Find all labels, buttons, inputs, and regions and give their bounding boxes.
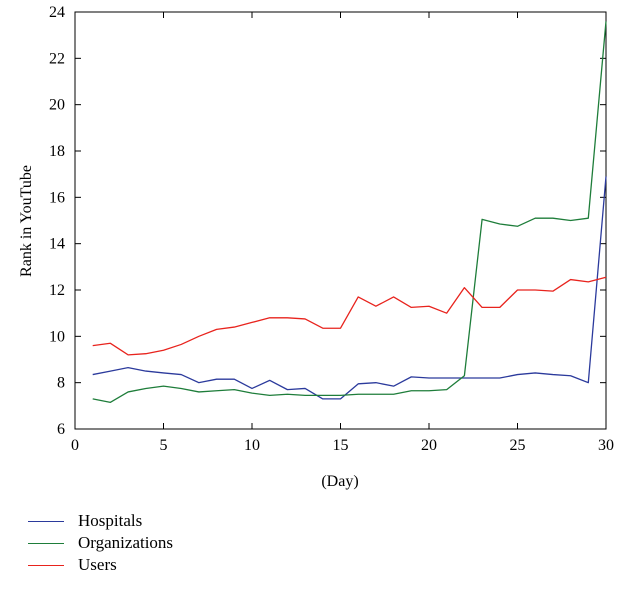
- legend-item-hospitals: Hospitals: [28, 510, 173, 532]
- y-axis-title: Rank in YouTube: [18, 165, 35, 277]
- x-tick-label: 15: [333, 437, 349, 454]
- y-tick-label: 10: [49, 328, 65, 345]
- y-tick-label: 14: [49, 236, 65, 253]
- legend-swatch: [28, 564, 64, 566]
- y-tick-label: 20: [49, 97, 65, 114]
- x-axis-ticks: 0 5 10 15 20 25 30: [71, 12, 614, 454]
- plot-frame: [74, 11, 607, 430]
- y-tick-label: 12: [49, 282, 65, 299]
- x-tick-label: 25: [510, 437, 526, 454]
- x-tick-label: 30: [598, 437, 614, 454]
- legend-swatch: [28, 542, 64, 544]
- y-tick-label: 18: [49, 143, 65, 160]
- legend-label: Organizations: [78, 533, 174, 552]
- series-line-organizations: [92, 21, 607, 404]
- line-chart: 0 5 10 15 20 25 30 6 8 10 12 14 16 18 20 22 24 (Day) Ra…: [18, 4, 614, 490]
- x-tick-label: 10: [244, 437, 260, 454]
- y-tick-label: 24: [49, 4, 65, 21]
- legend-label: Users: [78, 555, 117, 574]
- x-tick-label: 5: [160, 437, 168, 454]
- series-lines: [92, 21, 607, 404]
- legend-item-users: Users: [28, 554, 173, 576]
- legend: Hospitals Organizations Users: [28, 510, 173, 576]
- series-line-hospitals: [92, 176, 607, 400]
- x-tick-label: 0: [71, 437, 79, 454]
- legend-item-organizations: Organizations: [28, 532, 173, 554]
- legend-label: Hospitals: [78, 511, 143, 530]
- y-tick-label: 16: [49, 189, 65, 206]
- x-axis-title: (Day): [321, 473, 358, 490]
- series-line-users: [92, 276, 607, 356]
- y-axis-ticks: 6 8 10 12 14 16 18 20 22 24: [49, 4, 606, 438]
- x-tick-label: 20: [421, 437, 437, 454]
- y-tick-label: 8: [57, 375, 65, 392]
- y-tick-label: 6: [57, 421, 65, 438]
- y-tick-label: 22: [49, 50, 65, 67]
- legend-swatch: [28, 520, 64, 522]
